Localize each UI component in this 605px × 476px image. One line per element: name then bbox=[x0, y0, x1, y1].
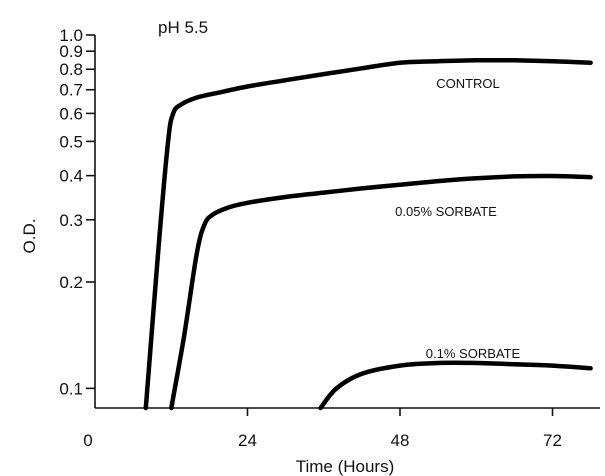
y-axis-title: O.D. bbox=[20, 219, 39, 254]
y-tick-label: 0.2 bbox=[59, 273, 83, 292]
y-tick-label: 0.8 bbox=[59, 60, 83, 79]
x-axis-ticks: 0 24 48 72 bbox=[83, 408, 562, 450]
series-curves bbox=[143, 57, 593, 411]
sorbate-005-curve bbox=[169, 173, 593, 411]
sorbate-005-label: 0.05% SORBATE bbox=[395, 204, 497, 219]
control-curve bbox=[143, 57, 593, 411]
y-tick-label: 0.1 bbox=[59, 379, 83, 398]
sorbate-01-curve bbox=[318, 360, 593, 411]
axes bbox=[94, 35, 600, 409]
sorbate-01-label: 0.1% SORBATE bbox=[426, 346, 521, 361]
y-tick-label: 0.7 bbox=[59, 81, 83, 100]
x-tick-label: 48 bbox=[391, 431, 410, 450]
control-label: CONTROL bbox=[436, 76, 500, 91]
series-labels: CONTROL 0.05% SORBATE 0.1% SORBATE bbox=[395, 76, 520, 361]
y-tick-label: 0.6 bbox=[59, 104, 83, 123]
x-tick-label: 24 bbox=[238, 431, 257, 450]
x-tick-label: 0 bbox=[83, 431, 92, 450]
y-tick-label: 1.0 bbox=[59, 26, 83, 45]
y-axis-ticks: 1.00.90.8 0.7 0.6 0.5 0.4 0.3 0.2 0.1 bbox=[59, 26, 95, 398]
x-tick-label: 72 bbox=[543, 431, 562, 450]
x-axis-title: Time (Hours) bbox=[296, 457, 395, 476]
ph-annotation: pH 5.5 bbox=[158, 18, 208, 37]
y-tick-label: 0.5 bbox=[59, 132, 83, 151]
y-tick-label: 0.9 bbox=[59, 42, 83, 61]
y-tick-label: 0.3 bbox=[59, 211, 83, 230]
y-tick-label: 0.4 bbox=[59, 167, 83, 186]
